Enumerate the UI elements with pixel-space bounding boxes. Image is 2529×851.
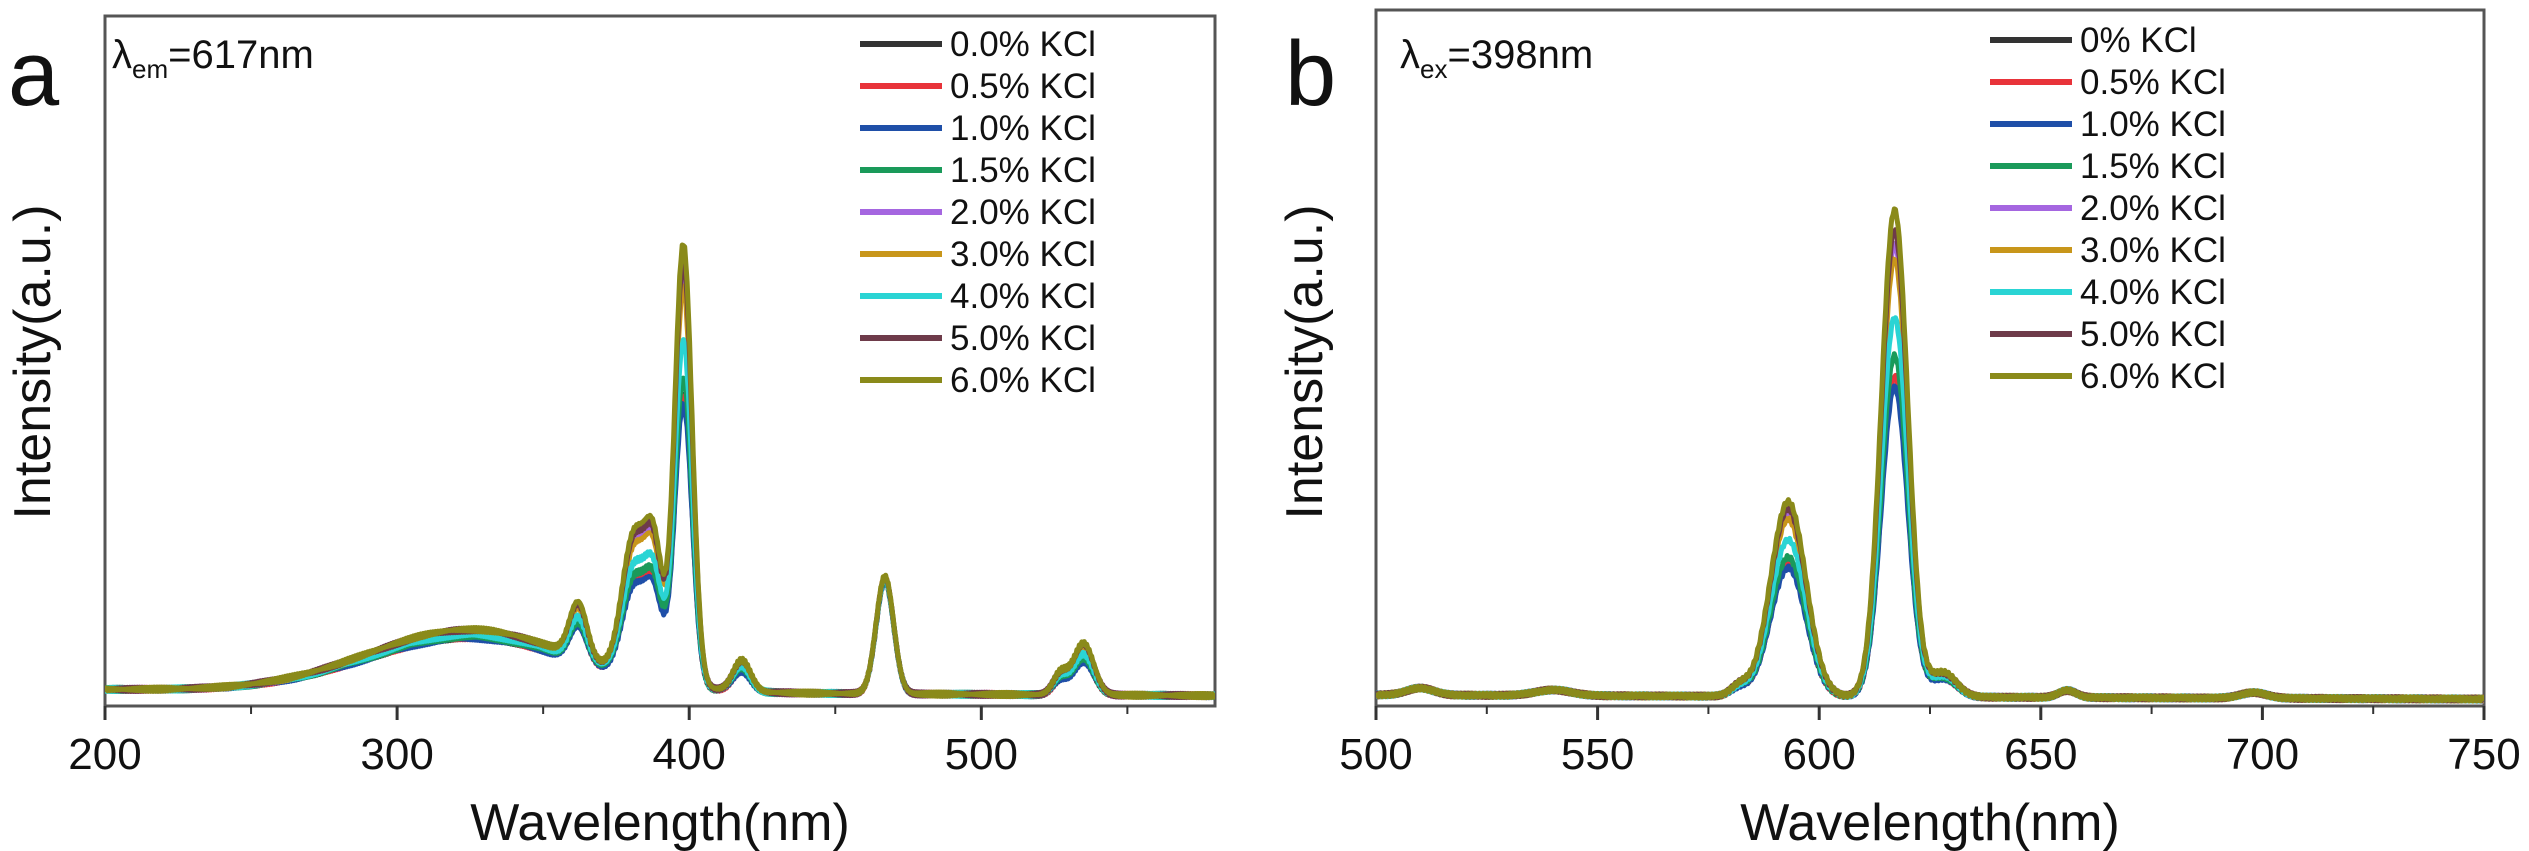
legend-label: 0% KCl	[2080, 21, 2197, 60]
y-axis-title: Intensity(a.u.)	[4, 204, 62, 519]
series-group	[1376, 206, 2484, 704]
plot-frame	[1374, 8, 2486, 708]
series-line-1-0-kcl	[1376, 383, 2484, 704]
x-tick-label: 550	[1561, 730, 1634, 779]
x-tick-label: 650	[2004, 730, 2077, 779]
series-line-0-5-kcl	[1376, 372, 2484, 704]
series-line-6-0-kcl	[1376, 206, 2484, 704]
legend-label: 4.0% KCl	[950, 277, 1096, 316]
legend-label: 3.0% KCl	[950, 235, 1096, 274]
panel-label: a	[8, 23, 60, 125]
x-tick-label: 200	[68, 730, 141, 779]
x-tick-label: 750	[2447, 730, 2520, 779]
series-line-2-0-kcl	[1376, 241, 2484, 704]
legend-label: 5.0% KCl	[950, 319, 1096, 358]
legend-label: 1.0% KCl	[950, 109, 1096, 148]
legend-label: 2.0% KCl	[2080, 189, 2226, 228]
legend-label: 6.0% KCl	[2080, 357, 2226, 396]
legend-label: 0.0% KCl	[950, 25, 1096, 64]
legend-label: 4.0% KCl	[2080, 273, 2226, 312]
legend-label: 1.5% KCl	[2080, 147, 2226, 186]
legend-label: 1.0% KCl	[2080, 105, 2226, 144]
legend-label: 0.5% KCl	[2080, 63, 2226, 102]
panel-label: b	[1285, 23, 1336, 125]
series-line-3-0-kcl	[1376, 256, 2484, 704]
x-tick-label: 700	[2226, 730, 2299, 779]
series-group	[105, 242, 1215, 701]
legend-label: 3.0% KCl	[2080, 231, 2226, 270]
plot-frame	[103, 14, 1217, 708]
x-tick-label: 600	[1782, 730, 1855, 779]
series-line-6-0-kcl	[105, 242, 1215, 701]
x-axis-title: Wavelength(nm)	[470, 794, 850, 851]
panel-b: b λex=398nm Intensity(a.u.) Wavelength(n…	[1276, 8, 2521, 851]
series-line-5-0-kcl	[1376, 227, 2484, 704]
legend-label: 2.0% KCl	[950, 193, 1096, 232]
legend-label: 5.0% KCl	[2080, 315, 2226, 354]
x-tick-label: 400	[652, 730, 725, 779]
series-line-0-kcl	[1376, 373, 2484, 704]
y-axis-title: Intensity(a.u.)	[1276, 204, 1334, 519]
excitation-annotation: λem=617nm	[112, 33, 314, 84]
x-tick-label: 500	[945, 730, 1018, 779]
legend-label: 1.5% KCl	[950, 151, 1096, 190]
x-axis-title: Wavelength(nm)	[1740, 794, 2120, 851]
series-line-1-5-kcl	[1376, 351, 2484, 704]
series-line-1-5-kcl	[105, 375, 1215, 700]
legend-label: 0.5% KCl	[950, 67, 1096, 106]
excitation-annotation: λex=398nm	[1400, 33, 1593, 84]
x-tick-label: 500	[1339, 730, 1412, 779]
legend-label: 6.0% KCl	[950, 361, 1096, 400]
panel-a: a λem=617nm Intensity(a.u.) Wavelength(n…	[4, 14, 1217, 851]
x-tick-label: 300	[360, 730, 433, 779]
series-line-4-0-kcl	[1376, 315, 2484, 704]
